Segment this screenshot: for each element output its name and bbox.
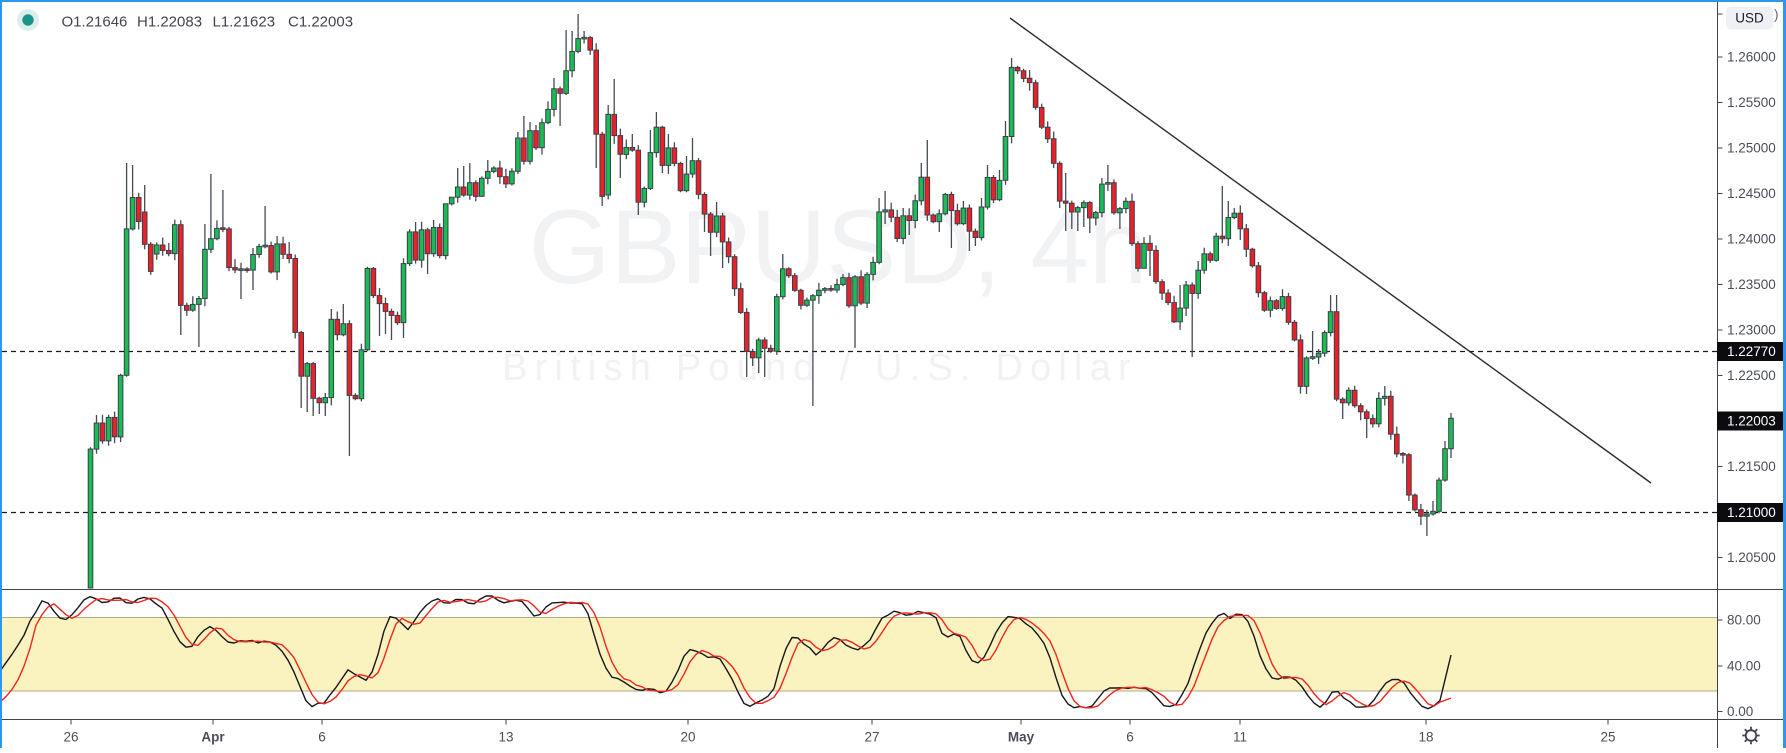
svg-text:1.22500: 1.22500 <box>1727 368 1776 383</box>
svg-text:6: 6 <box>1126 730 1134 745</box>
svg-text:1.26000: 1.26000 <box>1727 50 1776 65</box>
svg-text:1.24000: 1.24000 <box>1727 232 1776 247</box>
svg-text:1.22770: 1.22770 <box>1727 344 1776 359</box>
svg-text:27: 27 <box>864 730 879 745</box>
svg-text:USD: USD <box>1735 11 1764 26</box>
svg-text:1.25500: 1.25500 <box>1727 95 1776 110</box>
svg-text:1.24500: 1.24500 <box>1727 186 1776 201</box>
svg-text:H1.22083: H1.22083 <box>137 14 202 31</box>
svg-text:1.22003: 1.22003 <box>1727 414 1776 429</box>
svg-text:1.23000: 1.23000 <box>1727 323 1776 338</box>
svg-text:): ) <box>1774 7 1779 22</box>
svg-text:25: 25 <box>1600 730 1615 745</box>
svg-text:1.21500: 1.21500 <box>1727 459 1776 474</box>
svg-text:80.00: 80.00 <box>1727 613 1761 628</box>
svg-text:C1.22003: C1.22003 <box>288 14 353 31</box>
svg-text:British Pound / U.S. Dollar: British Pound / U.S. Dollar <box>502 347 1138 389</box>
svg-text:0.00: 0.00 <box>1727 704 1753 719</box>
svg-text:Apr: Apr <box>201 730 225 745</box>
svg-text:1.23500: 1.23500 <box>1727 277 1776 292</box>
svg-text:L1.21623: L1.21623 <box>213 14 276 31</box>
svg-text:May: May <box>1008 730 1035 745</box>
svg-text:1.20500: 1.20500 <box>1727 550 1776 565</box>
svg-text:20: 20 <box>680 730 695 745</box>
svg-text:6: 6 <box>318 730 326 745</box>
svg-text:O1.21646: O1.21646 <box>62 14 128 31</box>
svg-text:40.00: 40.00 <box>1727 659 1761 674</box>
svg-text:1.25000: 1.25000 <box>1727 141 1776 156</box>
svg-text:11: 11 <box>1233 730 1247 745</box>
svg-text:18: 18 <box>1418 730 1433 745</box>
svg-text:13: 13 <box>498 730 513 745</box>
svg-text:1.21000: 1.21000 <box>1727 505 1776 520</box>
svg-text:26: 26 <box>63 730 78 745</box>
